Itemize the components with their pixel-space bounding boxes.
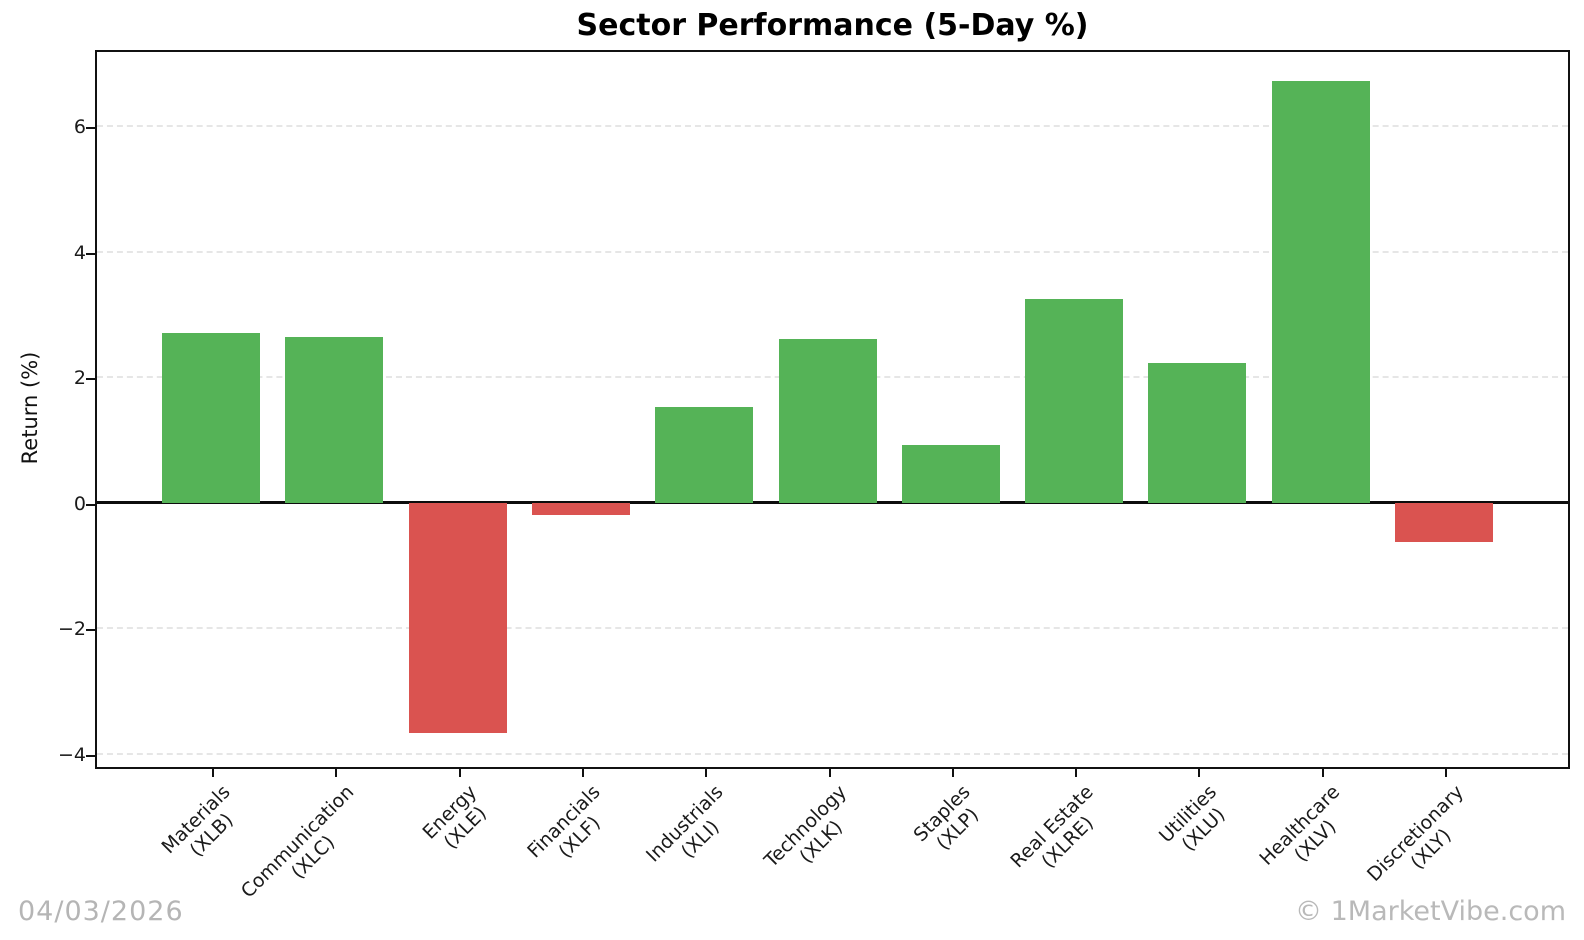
y-tick-label-6: 6 (73, 115, 86, 138)
chart-title: Sector Performance (5-Day %) (576, 8, 1089, 43)
x-tick-mark-9 (1198, 769, 1201, 777)
x-tick-label-xlk: Technology (XLK) (760, 781, 867, 888)
x-tick-mark-1 (212, 769, 214, 777)
bar-xlk (778, 338, 877, 503)
y-tick-mark-6 (86, 126, 95, 129)
x-tick-mark-7 (951, 769, 954, 777)
bar-xlu (1148, 362, 1247, 503)
x-tick-mark-5 (705, 769, 708, 777)
gridline-y-4 (97, 752, 1568, 755)
bar-xli (655, 407, 754, 503)
y-tick-mark--2 (86, 629, 95, 632)
x-tick-mark-3 (458, 769, 461, 777)
y-tick-mark--4 (86, 754, 95, 757)
x-tick-label-xlf: Financials (XLF) (523, 781, 621, 879)
gridline-y4 (97, 250, 1568, 253)
y-tick-mark-0 (86, 503, 95, 506)
x-tick-label-xlre: Real Estate (XLRE) (1006, 781, 1113, 888)
footer-watermark: © 1MarketVibe.com (1295, 896, 1566, 927)
bar-xlv (1271, 80, 1370, 503)
x-tick-label-xli: Industrials (XLI) (642, 781, 744, 883)
gridline-y-2 (97, 627, 1568, 630)
y-tick-label-4: 4 (73, 241, 86, 264)
x-tick-label-xlc: Communication (XLC) (236, 781, 374, 919)
x-tick-label-xlv: Healthcare (XLV) (1255, 781, 1360, 886)
x-tick-mark-11 (1445, 769, 1447, 777)
x-tick-mark-4 (581, 769, 584, 777)
bar-xlc (285, 336, 384, 503)
y-tick-label--2: −2 (57, 618, 86, 641)
bar-xlp (901, 445, 1000, 503)
y-tick-label-2: 2 (73, 367, 86, 390)
zero-line (97, 501, 1568, 505)
x-tick-label-xlb: Materials (XLB) (157, 781, 250, 874)
bar-xlf (531, 502, 630, 516)
bar-xlre (1025, 298, 1124, 503)
footer-date: 04/03/2026 (18, 896, 184, 927)
y-tick-mark-4 (86, 252, 95, 255)
x-tick-label-xle: Energy (XLE) (419, 781, 498, 860)
bar-xlb (162, 333, 260, 503)
y-tick-label-0: 0 (73, 492, 86, 515)
x-tick-mark-2 (335, 769, 338, 777)
x-tick-mark-8 (1075, 769, 1078, 777)
x-tick-label-xlu: Utilities (XLU) (1155, 781, 1237, 863)
bar-xly (1395, 502, 1493, 542)
x-tick-label-xlp: Staples (XLP) (909, 781, 990, 862)
plot-area (95, 50, 1570, 769)
x-tick-label-xly: Discretionary (XLY) (1363, 781, 1484, 902)
y-tick-label--4: −4 (57, 743, 86, 766)
bar-xle (408, 502, 507, 733)
x-tick-mark-6 (828, 769, 831, 777)
gridline-y6 (97, 124, 1568, 127)
x-tick-mark-10 (1321, 769, 1324, 777)
y-tick-mark-2 (86, 378, 95, 381)
